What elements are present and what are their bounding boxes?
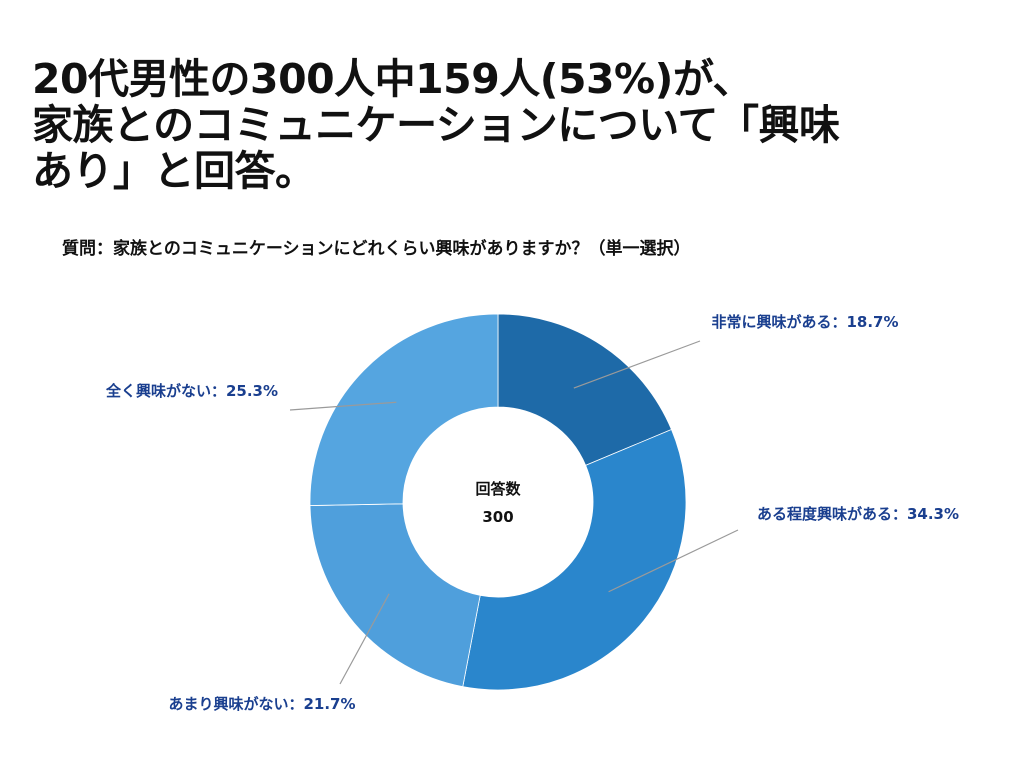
slice-label-1: 非常に興味がある：18.7% — [711, 313, 898, 331]
leader-line-2 — [608, 529, 739, 593]
donut-slice-4 — [309, 313, 499, 506]
center-value: 300 — [482, 508, 513, 526]
headline-line-1: 20代男性の300人中159人(53%)が、 — [32, 55, 754, 103]
donut-slice-2 — [462, 428, 687, 691]
leader-line-3 — [339, 593, 390, 685]
leader-line-1 — [573, 340, 701, 389]
donut-slice-3 — [309, 503, 481, 688]
headline: 20代男性の300人中159人(53%)が、 家族とのコミュニケーションについて… — [32, 56, 1012, 194]
slice-label-4: 全く興味がない：25.3% — [105, 382, 278, 400]
leader-lines — [289, 340, 739, 685]
headline-line-3: あり」と回答。 — [32, 147, 316, 195]
leader-line-4 — [289, 401, 397, 411]
slice-label-2: ある程度興味がある：34.3% — [757, 505, 959, 523]
center-label: 回答数 — [475, 480, 521, 498]
slice-labels: 非常に興味がある：18.7% ある程度興味がある：34.3% あまり興味がない：21… — [105, 313, 959, 713]
headline-line-2: 家族とのコミュニケーションについて「興味 — [32, 101, 840, 149]
question-text: 質問：家族とのコミュニケーションにどれくらい興味がありますか？（単一選択） — [62, 239, 691, 259]
donut-slice-1 — [497, 313, 672, 466]
slice-label-3: あまり興味がない：21.7% — [168, 695, 355, 713]
donut-slices — [309, 313, 687, 691]
